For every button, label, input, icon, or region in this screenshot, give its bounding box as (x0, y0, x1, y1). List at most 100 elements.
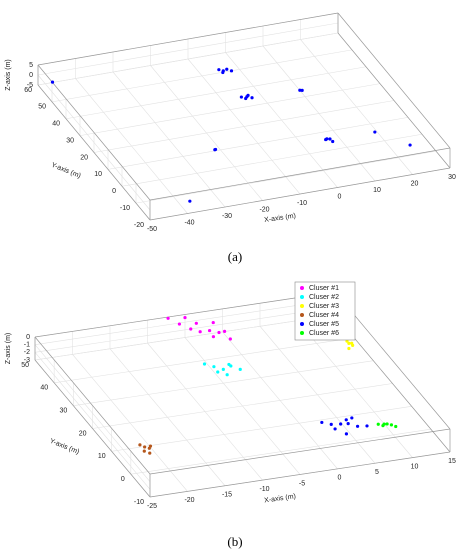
point (376, 422, 380, 426)
point (198, 330, 202, 334)
point (246, 93, 250, 97)
point (229, 69, 234, 73)
z-tick-label: -5 (27, 82, 33, 89)
point (331, 139, 335, 144)
point (329, 422, 333, 426)
axis-line (37, 12, 339, 66)
x-tick-label: 5 (375, 469, 379, 476)
point (138, 443, 142, 447)
point (250, 96, 254, 100)
point (339, 422, 343, 426)
x-tick-label: 15 (448, 458, 456, 465)
x-tick-label: 10 (411, 463, 419, 470)
y-tick-label: 50 (21, 362, 29, 369)
point (188, 199, 192, 203)
point (189, 327, 193, 331)
point (347, 346, 351, 351)
point (202, 362, 207, 366)
y-tick-label: -20 (134, 222, 144, 229)
y-axis-label: Y-axis (m) (49, 438, 81, 456)
point (408, 143, 412, 147)
x-tick-label: 10 (373, 187, 381, 194)
point (346, 422, 350, 426)
panel-label: (a) (228, 249, 242, 264)
axis-line (34, 336, 151, 475)
z-tick-label: -3 (24, 357, 30, 364)
grid-line (79, 83, 381, 136)
legend-label: Cluser #2 (309, 294, 339, 301)
grid-line (92, 383, 393, 429)
y-tick-label: 60 (24, 87, 32, 94)
z-tick-label: 0 (29, 72, 33, 79)
x-axis-label: X-axis (m) (264, 213, 297, 224)
legend-box (294, 281, 356, 341)
point (183, 315, 187, 320)
grid-line (111, 406, 412, 452)
x-tick-label: -30 (222, 213, 232, 220)
y-tick-label: -10 (120, 205, 130, 212)
x-tick-label: 0 (338, 475, 342, 482)
y-tick-label: 20 (79, 430, 87, 437)
point (394, 424, 398, 429)
point (300, 88, 304, 92)
axis-line (34, 291, 336, 338)
point (229, 364, 233, 368)
point (333, 427, 337, 431)
legend-marker (300, 304, 304, 308)
point (217, 68, 221, 72)
grid-line (107, 117, 409, 170)
point (239, 95, 243, 99)
legend-marker (300, 313, 304, 317)
grid-line (73, 360, 374, 406)
axis-line (337, 12, 451, 149)
y-tick-label: 50 (38, 104, 46, 111)
grid-line (34, 352, 151, 490)
point (225, 373, 229, 377)
y-tick-label: 40 (52, 121, 60, 128)
x-tick-label: 0 (338, 193, 342, 200)
legend-marker (300, 295, 304, 299)
point (382, 422, 386, 426)
grid-line (54, 337, 355, 384)
point (207, 328, 212, 333)
x-tick-label: -40 (184, 219, 194, 226)
axis-line (34, 359, 151, 498)
grid-line (65, 66, 367, 120)
axis-line (37, 84, 151, 221)
x-tick-label: -25 (147, 503, 157, 510)
grid-line (37, 74, 151, 211)
point (50, 80, 55, 84)
point (320, 420, 324, 425)
point (143, 445, 147, 449)
legend-marker (300, 322, 304, 326)
point (213, 147, 218, 152)
z-tick-label: 0 (26, 334, 30, 341)
point (344, 418, 348, 422)
point (350, 416, 354, 420)
z-tick-label: -2 (24, 349, 30, 356)
point (351, 343, 355, 347)
z-tick-label: -1 (24, 342, 30, 349)
grid-line (34, 344, 151, 482)
grid-line (37, 22, 339, 76)
y-tick-label: 10 (98, 453, 106, 460)
point (142, 449, 146, 453)
point (148, 451, 152, 455)
grid-line (130, 428, 431, 475)
x-tick-label: -20 (259, 206, 269, 213)
x-tick-label: -15 (222, 492, 232, 499)
z-tick-label: 5 (29, 62, 33, 69)
axis-line (149, 428, 451, 475)
x-tick-label: 30 (448, 174, 456, 181)
point (324, 137, 328, 142)
grid-line (34, 314, 336, 361)
z-axis-label: Z-axis (m) (5, 333, 12, 365)
grid-line (51, 49, 353, 103)
legend-label: Cluser #1 (309, 285, 339, 292)
y-tick-label: 30 (66, 137, 74, 144)
point (211, 335, 216, 339)
grid-line (135, 150, 437, 204)
point (177, 322, 182, 326)
y-tick-label: 20 (80, 154, 88, 161)
